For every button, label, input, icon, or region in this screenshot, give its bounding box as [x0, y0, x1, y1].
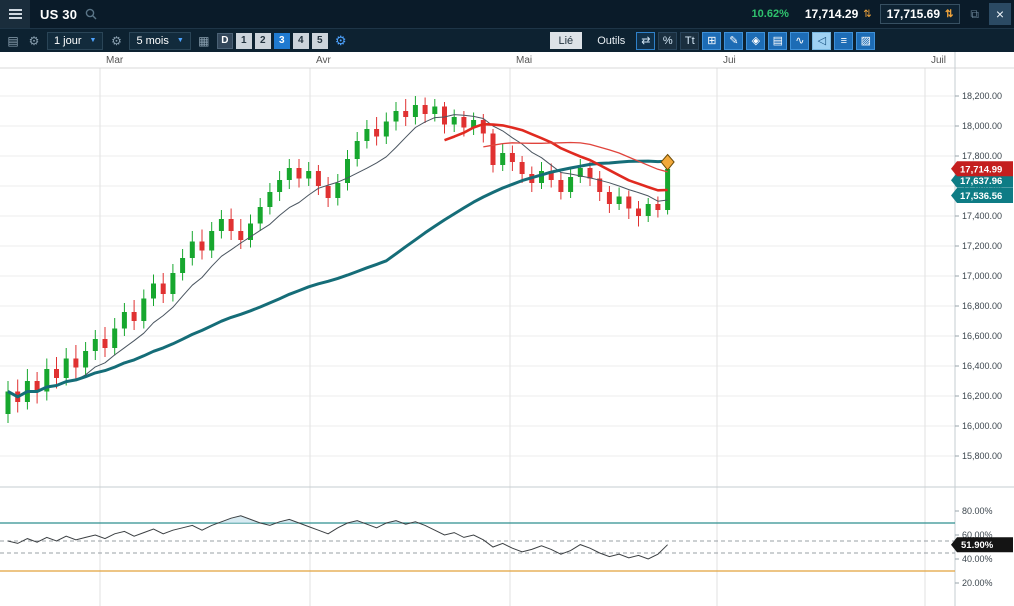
- svg-text:40.00%: 40.00%: [962, 554, 993, 564]
- svg-text:20.00%: 20.00%: [962, 578, 993, 588]
- sell-price[interactable]: 17,714.29: [804, 7, 859, 21]
- period-button-d[interactable]: D: [216, 32, 233, 49]
- instrument-title: US 30: [40, 6, 78, 22]
- top-bar: US 30 10.62% 17,714.29 ⇅ 17,715.69 ⇅ ⧉ ×: [0, 0, 1014, 28]
- period-button-1[interactable]: 1: [235, 32, 252, 49]
- svg-text:16,200.00: 16,200.00: [962, 391, 1002, 401]
- svg-text:60.00%: 60.00%: [962, 530, 993, 540]
- price-arrows-icon: ⇅: [863, 8, 872, 20]
- price-badge-value: 17,536.56: [960, 191, 1002, 202]
- svg-text:17,800.00: 17,800.00: [962, 151, 1002, 161]
- chevron-down-icon: ▼: [176, 37, 184, 44]
- svg-text:16,600.00: 16,600.00: [962, 331, 1002, 341]
- sma-red-thin-line[interactable]: [483, 141, 668, 173]
- price-badge: [951, 172, 1013, 188]
- chart-area[interactable]: Mar Avr Mai Jui Juil 18,200.00 18,000.00 17,800…: [0, 52, 1014, 606]
- chart-settings-icon[interactable]: ⚙: [334, 32, 347, 48]
- price-badge: [951, 188, 1013, 204]
- price-badge-value: 17,637.96: [960, 176, 1002, 187]
- svg-text:17,200.00: 17,200.00: [962, 241, 1002, 251]
- period-button-2[interactable]: 2: [254, 32, 271, 49]
- indicator-line: [7, 515, 668, 560]
- price-badge-value: 17,714.99: [960, 164, 1002, 175]
- tools-group: ⇄% Tt ⊞ ✎ ◈ ▤ ∿ ◁ ≡ ▨: [636, 31, 876, 50]
- svg-text:Mar: Mar: [106, 55, 124, 66]
- menu-icon[interactable]: [0, 0, 30, 28]
- position-marker[interactable]: [660, 153, 675, 171]
- link-charts-icon[interactable]: ⇄: [636, 31, 656, 50]
- text-size-icon[interactable]: Tt: [680, 31, 700, 50]
- popout-icon[interactable]: ⧉: [970, 6, 979, 21]
- marker-icon[interactable]: ◈: [746, 31, 766, 50]
- svg-text:80.00%: 80.00%: [962, 506, 993, 516]
- range-dropdown[interactable]: 5 mois ▼: [129, 31, 191, 50]
- indicator-badge-value: 51.90%: [961, 540, 994, 551]
- svg-text:16,000.00: 16,000.00: [962, 421, 1002, 431]
- watchlist-icon[interactable]: ▤: [7, 33, 19, 48]
- gridlines: [0, 52, 1014, 606]
- percent-scale-icon[interactable]: %: [658, 31, 678, 50]
- period-button-3[interactable]: 3: [273, 32, 290, 49]
- svg-text:Mai: Mai: [516, 55, 532, 66]
- calendar-icon[interactable]: ▦: [198, 33, 210, 48]
- interval-value: 1 jour: [54, 34, 82, 47]
- svg-text:16,400.00: 16,400.00: [962, 361, 1002, 371]
- svg-text:15,800.00: 15,800.00: [962, 451, 1002, 461]
- layers-icon[interactable]: ≡: [834, 31, 854, 50]
- candles-layer[interactable]: [5, 96, 671, 423]
- period-button-4[interactable]: 4: [292, 32, 309, 49]
- buy-price-box[interactable]: 17,715.69 ⇅: [879, 4, 961, 24]
- indicator-badge: [951, 537, 1013, 553]
- svg-text:16,800.00: 16,800.00: [962, 301, 1002, 311]
- svg-text:17,000.00: 17,000.00: [962, 271, 1002, 281]
- undo-icon[interactable]: ◁: [812, 31, 832, 50]
- brush-icon[interactable]: ▨: [856, 31, 876, 50]
- interval-dropdown[interactable]: 1 jour ▼: [47, 31, 104, 50]
- indicator-panel[interactable]: 80.00% 60.00% 40.00% 20.00% 51.90%: [0, 506, 1013, 606]
- close-icon[interactable]: ×: [989, 3, 1011, 25]
- tools-label: Outils: [597, 34, 626, 47]
- indicator-icon[interactable]: ∿: [790, 31, 810, 50]
- svg-text:18,200.00: 18,200.00: [962, 91, 1002, 101]
- grid-icon[interactable]: ⊞: [702, 31, 722, 50]
- svg-text:18,000.00: 18,000.00: [962, 121, 1002, 131]
- interval-gear-icon[interactable]: ⚙: [28, 33, 40, 48]
- sma-red-line[interactable]: [444, 122, 668, 192]
- time-axis[interactable]: Mar Avr Mai Jui Juil: [106, 55, 946, 66]
- range-gear-icon[interactable]: ⚙: [111, 33, 122, 48]
- svg-text:17,400.00: 17,400.00: [962, 211, 1002, 221]
- svg-text:Avr: Avr: [316, 55, 331, 66]
- buy-price: 17,715.69: [886, 7, 941, 21]
- period-button-5[interactable]: 5: [311, 32, 328, 49]
- chevron-down-icon: ▼: [89, 37, 97, 44]
- svg-text:Jui: Jui: [723, 55, 736, 66]
- daily-change: 10.62%: [751, 8, 789, 20]
- price-chart[interactable]: Mar Avr Mai Jui Juil 18,200.00 18,000.00 17,800…: [0, 52, 1014, 606]
- search-icon[interactable]: [85, 8, 97, 20]
- range-value: 5 mois: [136, 34, 169, 47]
- chart-type-icon[interactable]: ▤: [768, 31, 788, 50]
- draw-icon[interactable]: ✎: [724, 31, 744, 50]
- price-arrows-icon: ⇅: [945, 8, 954, 20]
- sma-long-line[interactable]: [7, 159, 668, 399]
- link-button[interactable]: Lié: [549, 32, 583, 49]
- price-badge: [951, 161, 1013, 177]
- svg-text:Juil: Juil: [931, 55, 946, 66]
